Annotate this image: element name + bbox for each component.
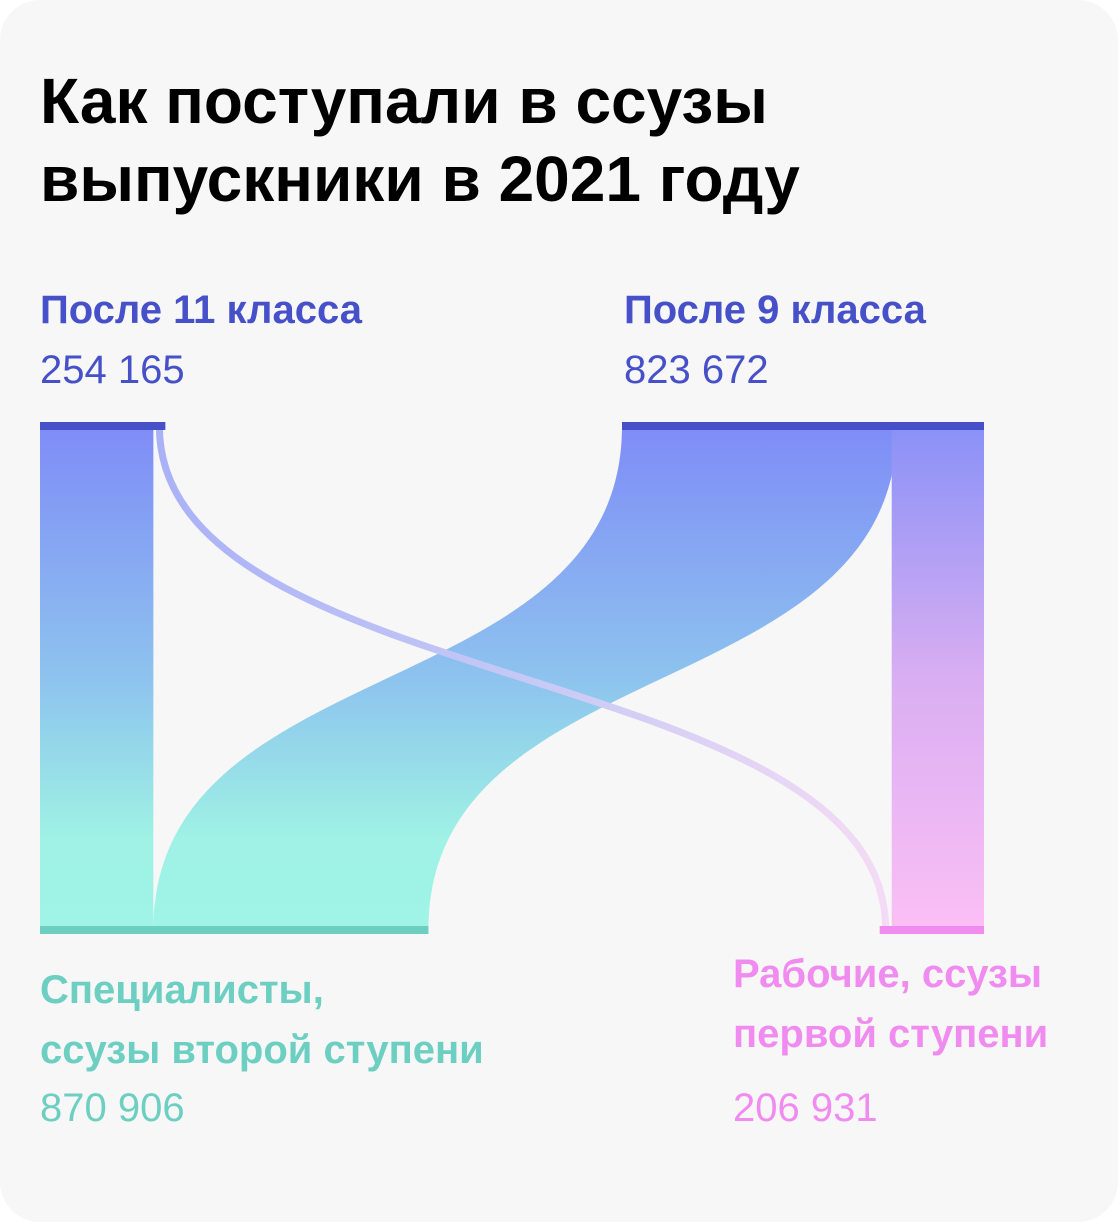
target-label-workers-2: первой ступени [733, 1012, 1049, 1056]
source-value-11: 254 165 [40, 348, 185, 392]
node-workers [879, 926, 984, 934]
chart-title: Как поступали в ссузы выпускники в 2021 … [40, 62, 1040, 218]
source-label-9: После 9 класса [624, 288, 926, 332]
link-11-to-specialists [40, 426, 154, 930]
sankey-links [40, 425, 984, 931]
link-9-to-workers [891, 426, 984, 930]
target-label-specialists-1: Специалисты, [40, 968, 324, 1012]
node-after-9 [622, 422, 984, 430]
target-label-specialists-2: ссузы второй ступени [40, 1028, 484, 1072]
node-after-11 [40, 422, 166, 430]
source-value-9: 823 672 [624, 348, 769, 392]
title-line-2: выпускники в 2021 году [40, 143, 800, 215]
node-specialists [40, 926, 429, 934]
title-line-1: Как поступали в ссузы [40, 65, 768, 137]
target-label-workers-1: Рабочие, ссузы [733, 952, 1043, 996]
target-value-workers: 206 931 [733, 1086, 878, 1130]
target-value-specialists: 870 906 [40, 1086, 185, 1130]
sankey-nodes [40, 422, 984, 934]
source-label-11: После 11 класса [40, 288, 362, 332]
link-11-to-workers [155, 425, 890, 931]
